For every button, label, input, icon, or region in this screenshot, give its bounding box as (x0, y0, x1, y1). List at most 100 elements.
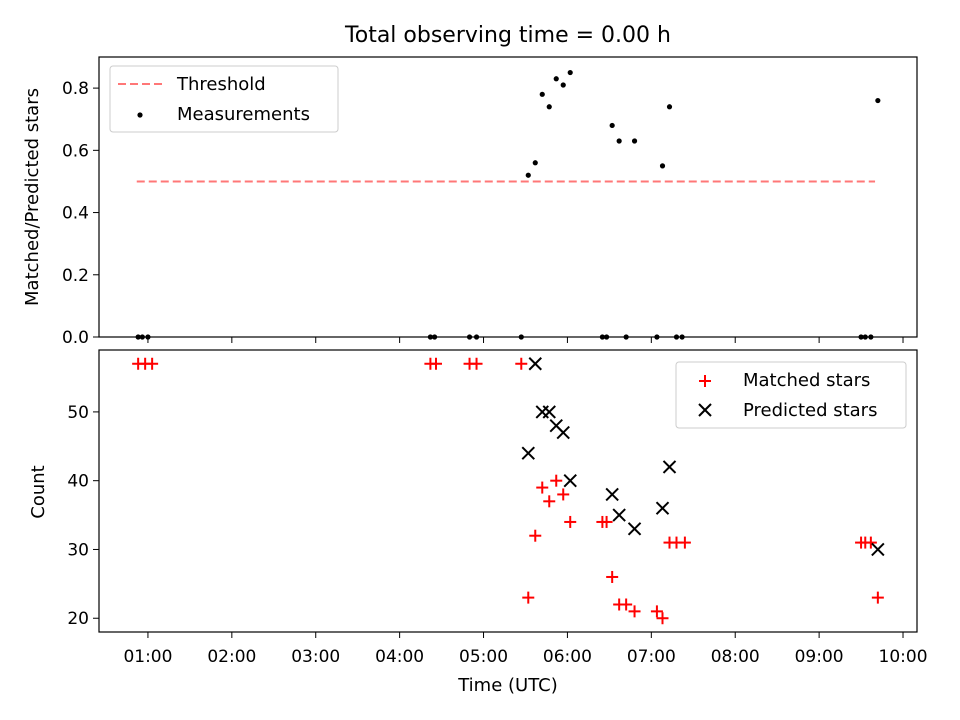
measurement-point (532, 160, 538, 166)
top-legend-frame (109, 65, 339, 133)
predicted-star-point (563, 473, 577, 488)
predicted-star-point (662, 460, 677, 474)
top-legend: Threshold Measurements (109, 65, 339, 133)
predicted-star-point (556, 425, 570, 440)
measurement-point (616, 138, 622, 144)
measurement-point (654, 334, 660, 340)
panel-top: 0.00.20.40.60.8 Matched/Predicted stars … (22, 56, 918, 348)
measurement-point (539, 91, 545, 97)
matched-legend-label: Matched stars (743, 370, 870, 391)
measurement-point (431, 334, 438, 340)
measurement-point (135, 334, 141, 340)
x-tick-label: 04:00 (375, 647, 424, 667)
predicted-star-point (542, 405, 556, 419)
bottom-y-ticks: 20 30 40 50 (67, 403, 99, 629)
matched-star-point (429, 357, 442, 370)
measurement-point (546, 104, 552, 110)
x-axis-label: Time (UTC) (457, 675, 558, 696)
threshold-legend-label: Threshold (176, 74, 266, 95)
x-tick-label: 08:00 (711, 647, 760, 667)
matched-star-point (529, 529, 542, 542)
bottom-y-tick-label: 50 (67, 403, 89, 423)
matched-star-point (557, 488, 570, 501)
bottom-legend: Matched stars Predicted stars (675, 361, 907, 429)
measurement-point (631, 138, 638, 144)
matched-star-point (628, 605, 641, 618)
measurement-point (875, 97, 881, 104)
matched-star-point (515, 357, 528, 370)
bottom-x-ticks: 01:00 02:00 03:00 04:00 05:00 06:00 07:00 08:00… (123, 632, 928, 667)
matched-star-point (864, 536, 877, 549)
measurement-point (862, 334, 868, 340)
chart-title: Total observing time = 0.00 h (344, 23, 671, 48)
bottom-y-tick-label: 40 (67, 472, 89, 492)
predicted-star-point (605, 487, 619, 502)
measurement-point (673, 334, 680, 340)
measurement-marks (135, 69, 881, 340)
matched-star-point (650, 605, 663, 618)
matched-star-point (550, 474, 563, 487)
matched-star-point (564, 515, 577, 528)
top-axes-frame (98, 56, 918, 338)
measurement-point (518, 334, 524, 340)
matched-legend-swatch (699, 375, 711, 387)
measurement-point (139, 334, 145, 340)
bottom-axes-frame (98, 349, 918, 633)
measurements-legend-label: Measurements (177, 104, 310, 125)
measurement-point (466, 334, 473, 340)
top-y-tick-label: 0.2 (62, 266, 89, 286)
measurement-point (858, 334, 864, 340)
top-x-ticks (147, 337, 904, 343)
measurement-point (427, 334, 433, 340)
top-y-tick-label: 0.8 (62, 79, 89, 99)
top-y-tick-label: 0.4 (62, 204, 89, 224)
count-marks (132, 357, 885, 625)
predicted-star-point (528, 357, 542, 371)
measurement-point (666, 104, 673, 110)
x-tick-label: 02:00 (207, 647, 256, 667)
x-tick-label: 09:00 (795, 647, 844, 667)
bottom-y-axis-label: Count (28, 465, 49, 518)
measurement-point (679, 334, 685, 340)
measurement-point (609, 122, 615, 129)
predicted-star-point (521, 446, 535, 460)
measurement-point (603, 334, 610, 340)
top-y-tick-label: 0.0 (62, 328, 89, 348)
x-tick-label: 06:00 (543, 647, 592, 667)
matched-star-point (522, 591, 535, 604)
matched-star-point (146, 357, 159, 370)
predicted-legend-swatch (698, 403, 712, 417)
predicted-star-point (871, 542, 885, 557)
measurement-point (868, 334, 874, 340)
matched-star-point (620, 598, 633, 611)
top-y-tick-label: 0.6 (62, 141, 89, 161)
predicted-star-point (612, 508, 626, 522)
x-tick-label: 03:00 (291, 647, 340, 667)
predicted-star-point (627, 522, 642, 536)
measurement-point (623, 334, 629, 340)
predicted-star-point (655, 501, 670, 515)
matched-star-point (678, 536, 691, 549)
measurement-point (567, 69, 573, 76)
x-tick-label: 10:00 (879, 647, 928, 667)
measurements-legend-swatch (137, 112, 143, 118)
bottom-legend-frame (675, 361, 907, 429)
matched-star-point (600, 515, 613, 528)
measurement-point (473, 334, 480, 340)
bottom-y-tick-label: 30 (67, 540, 89, 560)
measurement-point (525, 172, 531, 178)
matched-star-point (543, 495, 556, 508)
x-tick-label: 05:00 (459, 647, 508, 667)
matched-star-point (536, 481, 549, 494)
matched-star-point (871, 591, 884, 604)
matched-star-point (656, 612, 669, 625)
matched-star-point (470, 357, 483, 370)
measurement-point (599, 334, 605, 340)
x-tick-label: 07:00 (627, 647, 676, 667)
measurement-point (553, 76, 559, 82)
matched-star-point (606, 570, 619, 583)
measurement-point (560, 82, 566, 88)
bottom-y-tick-label: 20 (67, 609, 89, 629)
